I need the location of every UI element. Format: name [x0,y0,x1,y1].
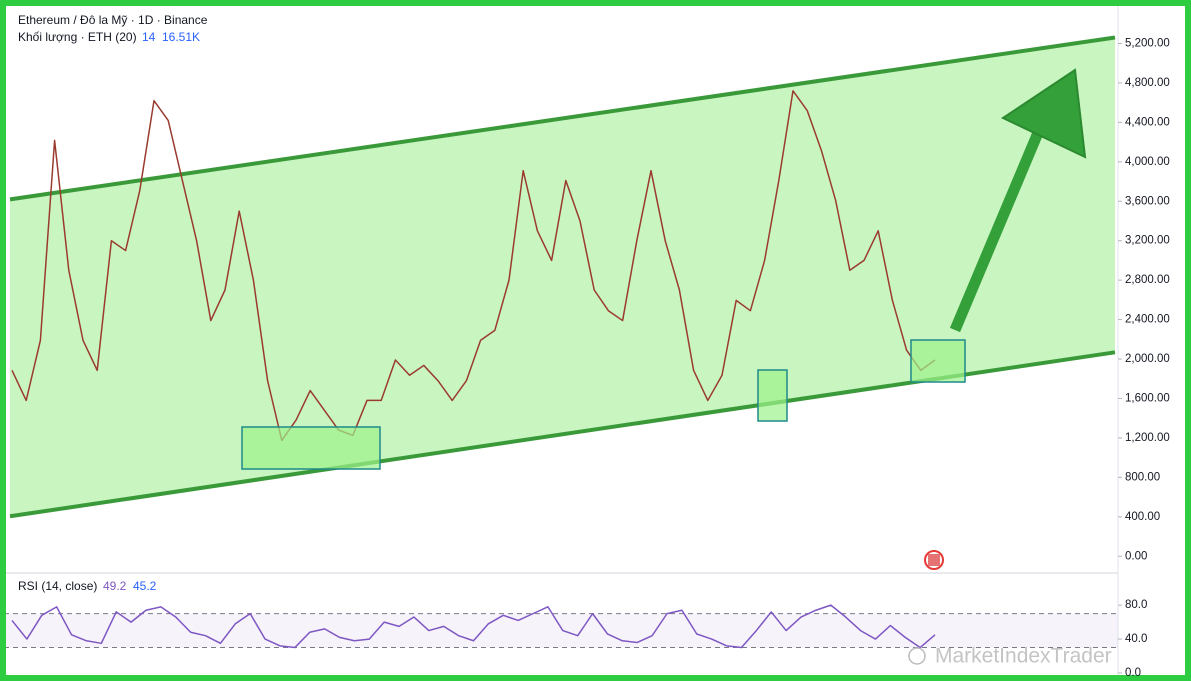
rsi-band [4,613,1118,648]
arrow-head [1000,68,1087,159]
y-tick-label: 3,200.00 [1125,235,1170,247]
y-tick-label: 2,400.00 [1125,314,1170,326]
channel-upper [9,35,1116,202]
y-tick-label: 1,600.00 [1125,392,1170,404]
y-tick-label: 4,400.00 [1125,116,1170,128]
y-tick-label: 80.0 [1125,599,1147,611]
volume-label: Khối lượng · ETH (20) [18,30,137,44]
arrow-shaft [949,125,1046,333]
volume-value: 14 [142,30,156,44]
rsi-pane [4,604,1118,649]
support-zone [241,426,381,470]
y-tick-label: 400.00 [1125,511,1160,523]
y-tick-label: 4,800.00 [1125,77,1170,89]
support-zone [757,369,788,422]
rsi-value: 45.2 [133,579,157,593]
y-tick-label: 4,000.00 [1125,156,1170,168]
watermark: MarketIndexTrader [935,645,1112,668]
y-tick-label: 2,000.00 [1125,353,1170,365]
y-tick-label: 3,600.00 [1125,195,1170,207]
y-tick-label: 40.0 [1125,633,1147,645]
y-tick-label: 1,200.00 [1125,432,1170,444]
volume-value: 16.51K [162,30,200,44]
watermark-icon [908,647,926,665]
series-line [11,604,936,649]
y-tick-label: 5,200.00 [1125,38,1170,50]
y-tick-label: 2,800.00 [1125,274,1170,286]
series-line [11,90,936,442]
y-tick-label: 0.00 [1125,550,1147,562]
rsi-title: RSI (14, close) [18,579,97,593]
event-flag [928,554,940,566]
y-tick-label: 0.0 [1125,667,1141,679]
chart-title: Ethereum / Đô la Mỹ · 1D · Binance [18,13,208,27]
y-tick-label: 800.00 [1125,471,1160,483]
support-zone [910,339,966,383]
channel-fill [10,37,1115,517]
rsi-value: 49.2 [103,579,127,593]
